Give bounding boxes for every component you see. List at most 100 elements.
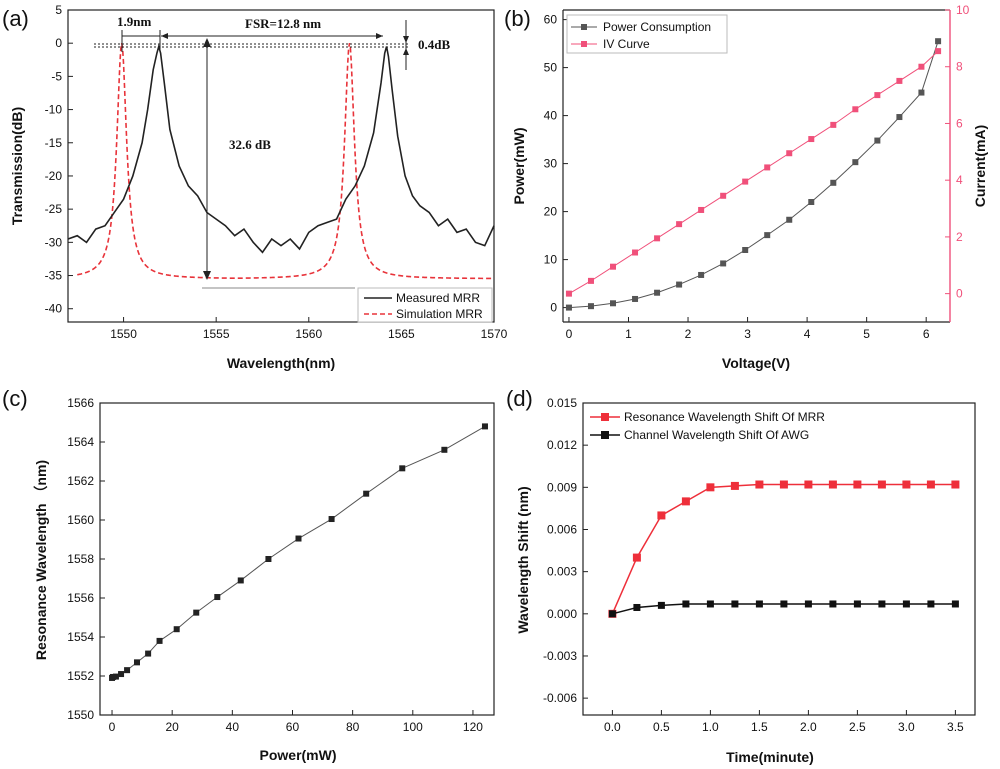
iv-point [764,164,771,171]
panel-label: (c) [2,386,28,411]
legend-label-simulation: Simulation MRR [396,307,483,321]
y-tick-label: 0.012 [547,438,577,452]
arrowhead-ext-bottom [203,271,211,280]
y-tick-label: -35 [45,269,63,283]
iv-point [587,277,594,284]
resonance-point [295,535,302,542]
x-tick-label: 6 [923,327,930,341]
x-tick-label: 1.5 [751,720,768,734]
series-mrr-line [611,483,956,615]
y-tick-label: 1558 [67,552,94,566]
resonance-point [481,423,488,430]
awg-point [804,600,812,608]
y-tick-label: 0.009 [547,480,577,494]
legend-marker-mrr [601,413,609,421]
mrr-point [926,480,935,489]
iv-point [808,136,815,143]
legend-label-measured: Measured MRR [396,291,480,305]
iv-point [742,178,749,185]
awg-point [853,600,861,608]
awg-point [927,600,935,608]
y-tick-label: 0.015 [547,396,577,410]
power-point [935,38,942,45]
power-point [830,179,837,186]
resonance-point [237,577,244,584]
x-tick-label: 100 [403,720,423,734]
x-tick-label: 1570 [481,327,508,341]
mrr-point [951,480,960,489]
mrr-point [632,553,641,562]
awg-point [706,600,714,608]
x-tick-label: 40 [226,720,240,734]
x-tick-label: 0 [109,720,116,734]
iv-point [720,192,727,199]
annotation-0-4db: 0.4dB [418,37,450,52]
awg-point [633,603,641,611]
power-point [742,247,749,253]
legend-marker-power [581,24,587,30]
x-tick-label: 1565 [388,327,415,341]
y-tick-label: 60 [544,13,558,27]
power-point [654,289,661,296]
x-tick-label: 120 [463,720,483,734]
y-tick-label: -15 [45,136,63,150]
plot-frame [67,9,495,323]
resonance-point [145,650,152,657]
panel-a: (a) 1550 1555 1560 1565 1570 5 0 -5 -10 -15 -20 -25 -… [2,3,508,371]
series-measured-mrr [67,43,495,254]
resonance-point [441,446,448,453]
y-tick-label: 5 [55,3,62,17]
power-point [698,271,705,278]
y-axis-label: Transmission(dB) [9,107,25,225]
y-tick-label: -25 [45,202,63,216]
legend-label-power: Power Consumption [603,20,711,34]
mrr-point [902,480,911,489]
y-axis-label: Wavelength Shift (nm) [515,486,531,633]
power-point [720,260,727,267]
y-tick-label: -30 [45,235,63,249]
x-tick-label: 0.0 [604,720,621,734]
x-tick-label: 1 [625,327,632,341]
x-tick-label: 60 [286,720,300,734]
x-tick-label: 2.0 [800,720,817,734]
y-tick-label: 50 [544,61,558,75]
y-tick-label: 0 [55,36,62,50]
mrr-point [853,480,862,489]
awg-point [829,600,837,608]
x-tick-label: 1555 [203,327,230,341]
resonance-point [214,594,221,601]
iv-point [830,121,837,128]
resonance-point [193,609,200,616]
x-tick-label: 80 [346,720,360,734]
resonance-point [112,673,119,680]
power-point [764,232,771,239]
mrr-point [828,480,837,489]
resonance-point [156,637,163,644]
awg-point [731,600,739,608]
annotation-linewidth: 1.9nm [117,14,151,29]
legend-label-awg: Channel Wavelength Shift Of AWG [624,428,809,442]
y-right-tick-label: 8 [956,60,963,74]
arrowhead-small-top [403,36,409,43]
x-tick-label: 1.0 [702,720,719,734]
awg-point [902,600,910,608]
y-tick-label: 1566 [67,396,94,410]
y-tick-label: -5 [51,69,62,83]
power-point [610,300,617,307]
iv-point [698,206,705,213]
x-tick-label: 3 [744,327,751,341]
y-tick-label: 0.006 [547,522,577,536]
mrr-point [730,481,739,490]
iv-point [786,150,793,157]
mrr-point [804,480,813,489]
mrr-point [755,480,764,489]
iv-point [565,290,572,297]
legend-box [566,14,728,54]
x-tick-label: 0 [566,327,573,341]
legend-marker-awg [601,431,609,439]
panel-d: (d) 0.0 0.5 1.0 1.5 2.0 2.5 3.0 3.5 0.015 0.012 0.0… [506,386,976,765]
legend-label-iv: IV Curve [603,37,650,51]
y-right-tick-label: 2 [956,230,963,244]
resonance-point [124,667,131,674]
